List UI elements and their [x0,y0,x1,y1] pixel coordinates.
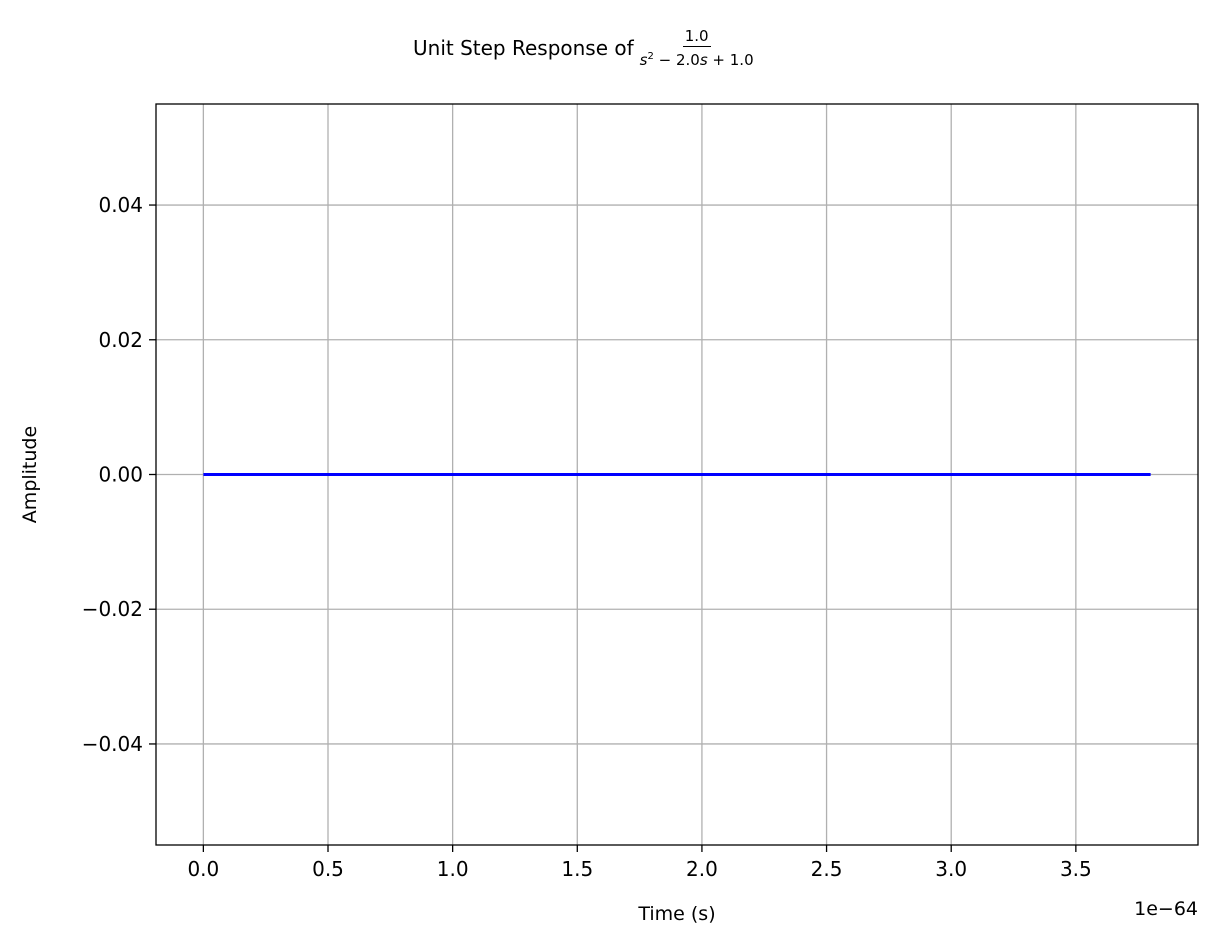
transfer-function-denominator: s2 − 2.0s + 1.0 [640,47,754,69]
x-tick-label: 2.0 [686,857,718,881]
x-tick-label: 0.5 [312,857,344,881]
transfer-function-fraction: 1.0 s2 − 2.0s + 1.0 [640,27,754,69]
y-tick-label: −0.02 [82,597,143,621]
denominator-exponent: 2 [647,51,654,62]
chart-title-text: Unit Step Response of [413,36,634,60]
chart-title: Unit Step Response of 1.0 s2 − 2.0s + 1.… [0,18,1217,78]
x-tick-label: 1.0 [437,857,469,881]
y-tick-label: 0.02 [98,328,143,352]
y-axis-label: Amplitude [19,426,41,523]
x-axis-ticks: 0.0 0.5 1.0 1.5 2.0 2.5 3.0 3.5 [187,845,1092,881]
x-axis-label: Time (s) [637,903,715,925]
y-tick-label: −0.04 [82,732,143,756]
denominator-tail: + 1.0 [707,51,754,69]
x-tick-label: 0.0 [187,857,219,881]
x-tick-label: 3.5 [1060,857,1092,881]
y-tick-label: 0.04 [98,193,143,217]
x-tick-label: 1.5 [561,857,593,881]
y-tick-label: 0.00 [98,463,143,487]
denominator-middle: − 2.0 [653,51,700,69]
x-tick-label: 3.0 [935,857,967,881]
denominator-s: s [639,51,648,69]
transfer-function-numerator: 1.0 [682,27,711,47]
x-tick-label: 2.5 [811,857,843,881]
y-axis-ticks: −0.04 −0.02 0.00 0.02 0.04 [82,193,156,756]
denominator-s2: s [699,51,708,69]
x-axis-offset-label: 1e−64 [1134,898,1198,920]
